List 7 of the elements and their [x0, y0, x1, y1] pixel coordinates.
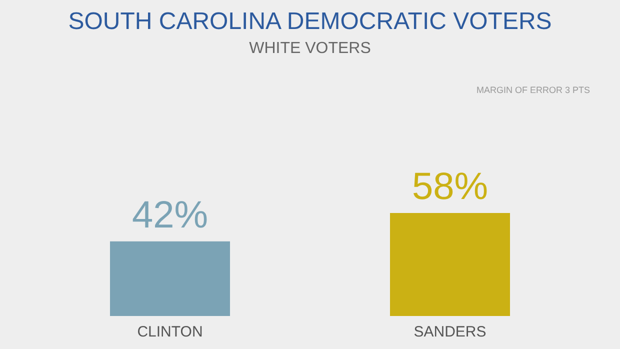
data-label: 42% [132, 194, 208, 236]
data-label: 58% [412, 166, 488, 208]
chart-subtitle: WHITE VOTERS [249, 40, 371, 57]
x-tick-label: CLINTON [137, 324, 203, 340]
text: MARGIN OF ERROR 3 PTS [476, 85, 590, 95]
chart-title: SOUTH CAROLINA DEMOCRATIC VOTERS [68, 8, 552, 35]
x-tick-label: SANDERS [414, 324, 486, 340]
